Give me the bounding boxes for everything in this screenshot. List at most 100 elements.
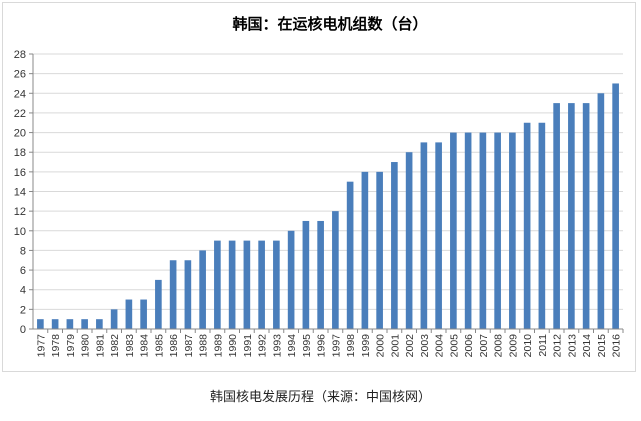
y-tick-label: 24	[14, 88, 26, 100]
x-tick-label: 2014	[581, 334, 593, 358]
y-tick-label: 2	[20, 304, 26, 316]
bar-2001	[391, 162, 398, 329]
y-tick-label: 16	[14, 167, 26, 179]
x-tick-label: 1990	[227, 334, 239, 358]
x-tick-label: 1994	[286, 334, 298, 358]
x-tick-label: 2016	[611, 334, 623, 358]
y-tick-label: 4	[20, 285, 26, 297]
x-tick-label: 1981	[94, 334, 106, 358]
axes	[32, 54, 623, 330]
bar-2000	[376, 171, 383, 329]
bar-2002	[405, 152, 413, 329]
bar-2008	[494, 132, 501, 329]
bar-1989	[214, 240, 221, 329]
bar-1986	[169, 260, 177, 329]
x-tick-label: 2015	[596, 334, 608, 358]
bar-2003	[420, 142, 428, 329]
bar-2012	[553, 103, 560, 329]
x-tick-label: 2000	[375, 334, 387, 358]
x-tick-label: 1996	[316, 334, 328, 358]
bar-1990	[228, 240, 236, 329]
chart-title: 韩国：在运核电机组数（台）	[232, 15, 427, 33]
y-tick-label: 10	[14, 226, 26, 238]
x-tick-label: 1983	[124, 334, 136, 358]
x-tick-label: 1979	[65, 334, 77, 358]
x-tick-label: 2006	[463, 334, 475, 358]
x-tick-label: 1977	[35, 334, 47, 358]
y-tick-label: 28	[14, 49, 26, 61]
bar-2005	[450, 132, 457, 329]
bar-1985	[155, 279, 162, 329]
bar-1988	[199, 250, 206, 329]
bar-1982	[110, 309, 118, 329]
bar-1996	[317, 220, 324, 329]
bar-2007	[479, 132, 487, 329]
bar-1994	[287, 230, 295, 329]
x-tick-label: 2001	[389, 334, 401, 358]
x-tick-label: 2010	[522, 334, 534, 358]
gridlines	[33, 53, 623, 310]
bar-1992	[258, 240, 265, 329]
x-tick-label: 1978	[50, 334, 62, 358]
bar-2011	[538, 122, 546, 329]
x-tick-label: 1980	[80, 334, 92, 358]
x-tick-label: 2008	[493, 334, 505, 358]
bar-1997	[332, 211, 339, 329]
x-tick-label: 1982	[109, 334, 121, 358]
y-tick-label: 22	[14, 108, 26, 120]
x-tick-label: 1987	[183, 334, 195, 358]
x-tick-label: 2002	[404, 334, 416, 358]
x-tick-label: 2005	[448, 334, 460, 358]
y-tick-label: 20	[14, 128, 26, 140]
y-tick-label: 0	[20, 324, 26, 336]
x-tick-label: 1993	[271, 334, 283, 358]
bar-1979	[66, 319, 74, 329]
bar-1991	[243, 240, 251, 329]
bar-2004	[435, 142, 442, 329]
bar-1978	[51, 319, 59, 329]
x-tick-label: 1999	[360, 334, 372, 358]
bar-1999	[361, 171, 369, 329]
x-tick-label: 2009	[507, 334, 519, 358]
x-tick-label: 2004	[434, 334, 446, 358]
x-tick-label: 2007	[478, 334, 490, 358]
bar-1983	[125, 299, 133, 329]
bar-1981	[96, 319, 103, 329]
x-tick-label: 1997	[330, 334, 342, 358]
bar-1993	[273, 240, 280, 329]
y-tick-label: 12	[14, 206, 26, 218]
bar-1998	[346, 181, 354, 329]
x-tick-label: 2011	[537, 334, 549, 357]
figure-caption: 韩国核电发展历程（来源：中国核网）	[209, 390, 431, 405]
x-tick-label: 1992	[257, 334, 269, 358]
x-tick-label: 1984	[139, 334, 151, 358]
y-tick-label: 14	[14, 187, 26, 199]
x-tick-label: 2003	[419, 334, 431, 358]
bar-1987	[184, 260, 192, 329]
x-tick-label: 1998	[345, 334, 357, 358]
bar-2009	[509, 132, 516, 329]
bar-1980	[81, 319, 88, 329]
x-tick-label: 2013	[566, 334, 578, 358]
x-axis-ticks: 1977 1978 1979 1980 1981 1982 1983 1984 1985 1986…	[35, 329, 624, 358]
bar-2013	[568, 103, 575, 329]
bar-1995	[302, 220, 310, 329]
x-tick-label: 1985	[153, 334, 165, 358]
x-tick-label: 1991	[242, 334, 254, 358]
y-tick-label: 26	[14, 69, 26, 81]
x-tick-label: 1986	[168, 334, 180, 358]
y-tick-label: 6	[20, 265, 26, 277]
bar-2015	[597, 93, 605, 330]
bar-2014	[582, 103, 590, 329]
x-tick-label: 1995	[301, 334, 313, 358]
bar-2006	[464, 132, 472, 329]
x-tick-label: 1989	[212, 334, 224, 358]
y-tick-label: 18	[14, 147, 26, 159]
bars	[37, 83, 619, 330]
bar-2010	[523, 122, 531, 329]
bar-1977	[37, 319, 44, 329]
y-tick-label: 8	[20, 245, 26, 257]
x-tick-label: 2012	[552, 334, 564, 358]
